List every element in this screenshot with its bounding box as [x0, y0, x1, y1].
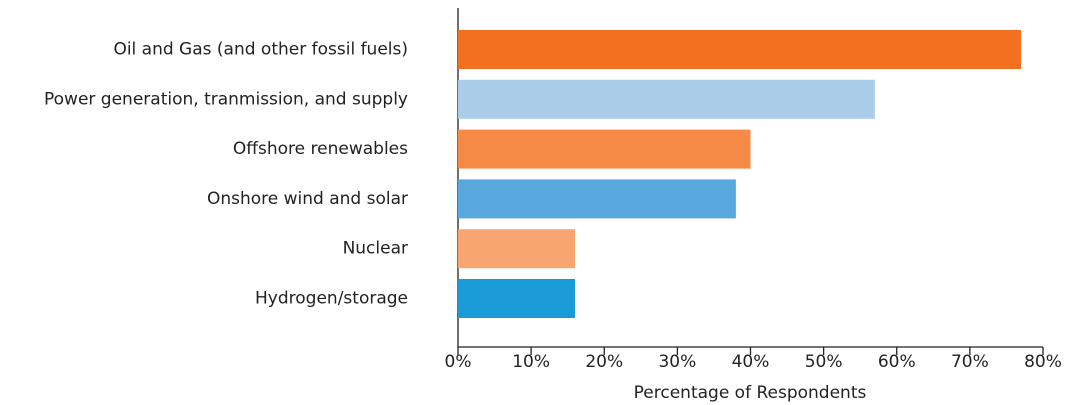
bar	[458, 129, 751, 169]
y-tick-label: Hydrogen/storage	[255, 289, 408, 309]
y-tick-label: Power generation, tranmission, and suppl…	[44, 89, 408, 109]
x-tick-label: 50%	[805, 352, 843, 372]
y-tick-label: Offshore renewables	[233, 139, 408, 159]
bar	[458, 30, 1022, 69]
x-tick-label: 0%	[445, 352, 472, 372]
y-tick-label: Onshore wind and solar	[207, 189, 408, 209]
bar	[458, 179, 736, 219]
x-tick-label: 80%	[1024, 352, 1062, 372]
x-tick-label: 60%	[878, 352, 916, 372]
x-tick-label: 10%	[512, 352, 550, 372]
x-tick-label: 20%	[585, 352, 623, 372]
bar	[458, 229, 575, 269]
bar	[458, 279, 575, 318]
y-tick-label: Nuclear	[343, 239, 408, 259]
x-tick-label: 70%	[951, 352, 989, 372]
bar	[458, 79, 875, 119]
x-tick-label: 30%	[658, 352, 696, 372]
x-tick-label: 40%	[732, 352, 770, 372]
y-tick-label: Oil and Gas (and other fossil fuels)	[113, 40, 408, 60]
x-axis-label: Percentage of Respondents	[634, 383, 867, 403]
